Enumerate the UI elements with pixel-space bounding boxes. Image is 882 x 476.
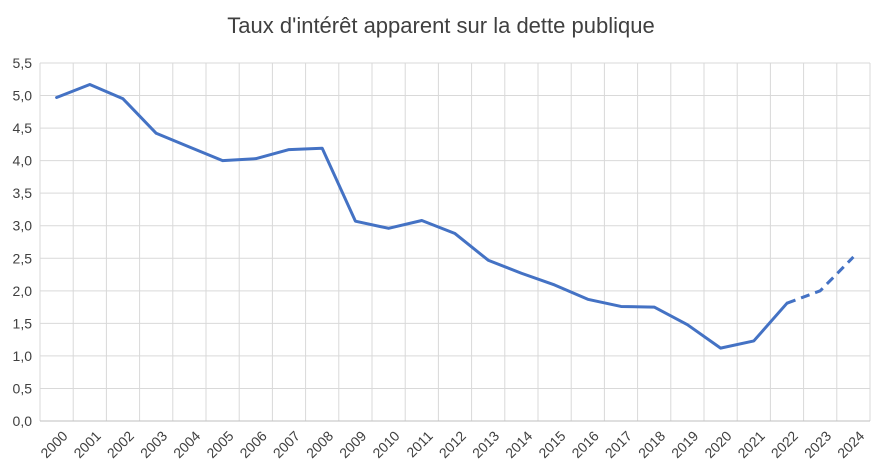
x-tick-label: 2000 <box>37 428 70 461</box>
x-tick-label: 2010 <box>369 428 402 461</box>
y-tick-label: 5,5 <box>13 55 33 71</box>
x-tick-label: 2013 <box>469 428 502 461</box>
x-tick-label: 2005 <box>203 428 236 461</box>
y-tick-label: 2,5 <box>13 250 33 266</box>
y-tick-label: 3,0 <box>13 218 33 234</box>
series-line-dashed <box>786 255 855 305</box>
y-tick-label: 3,5 <box>13 185 33 201</box>
y-tick-label: 0,0 <box>13 413 33 429</box>
x-tick-label: 2022 <box>768 428 801 461</box>
chart-title: Taux d'intérêt apparent sur la dette pub… <box>227 13 654 38</box>
x-tick-label: 2015 <box>535 428 568 461</box>
x-tick-label: 2024 <box>834 428 867 461</box>
x-tick-label: 2009 <box>336 428 369 461</box>
y-tick-label: 2,0 <box>13 283 33 299</box>
x-tick-labels: 2000 2001 2002 2003 2004 2005 2006 2007 2008 2009… <box>37 428 867 461</box>
series <box>55 82 855 350</box>
x-tick-label: 2023 <box>801 428 834 461</box>
x-tick-label: 2012 <box>436 428 469 461</box>
x-tick-label: 2006 <box>236 428 269 461</box>
x-tick-label: 2011 <box>403 428 436 461</box>
y-tick-label: 5,0 <box>13 88 33 104</box>
x-tick-label: 2008 <box>303 428 336 461</box>
x-tick-label: 2004 <box>170 428 203 461</box>
series-line-solid <box>55 82 789 350</box>
x-tick-label: 2020 <box>701 428 734 461</box>
x-tick-label: 2021 <box>734 428 767 461</box>
x-tick-label: 2016 <box>568 428 601 461</box>
y-tick-labels: 0,0 0,5 1,0 1,5 2,0 2,5 3,0 3,5 4,0 4,5 5,0 5,5 <box>13 55 33 429</box>
x-tick-label: 2018 <box>635 428 668 461</box>
y-tick-label: 1,5 <box>13 315 33 331</box>
x-tick-label: 2007 <box>270 428 303 461</box>
y-tick-label: 4,5 <box>13 120 33 136</box>
x-tick-label: 2017 <box>602 428 635 461</box>
x-tick-label: 2014 <box>502 428 535 461</box>
y-tick-label: 4,0 <box>13 153 33 169</box>
x-tick-label: 2019 <box>668 428 701 461</box>
y-tick-label: 1,0 <box>13 348 33 364</box>
gridlines <box>39 62 871 421</box>
y-tick-label: 0,5 <box>13 380 33 396</box>
x-tick-label: 2001 <box>70 428 103 461</box>
x-tick-label: 2003 <box>137 428 170 461</box>
x-tick-label: 2002 <box>104 428 137 461</box>
